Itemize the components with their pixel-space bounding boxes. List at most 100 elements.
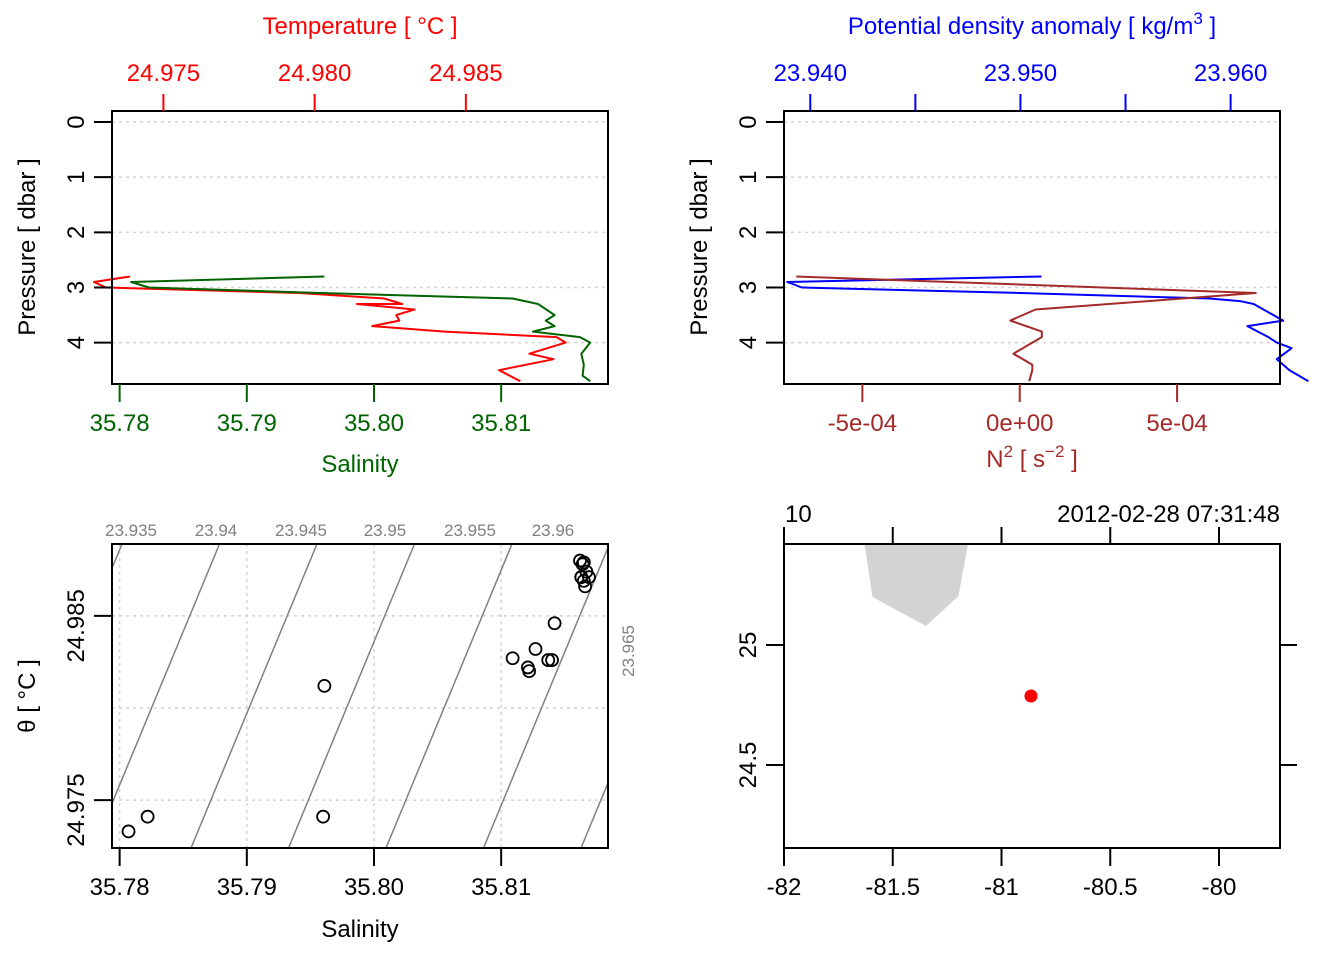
ts-point [121, 824, 136, 839]
x-tick-label: 35.78 [90, 874, 150, 901]
ts-point [578, 579, 593, 594]
pressure-gridlines [784, 121, 1280, 344]
plot-frame [783, 110, 1281, 385]
ts-points [121, 553, 596, 839]
y-tick-label: 24.985 [63, 589, 90, 662]
y-tick-label: 0 [735, 115, 762, 128]
pressure-ticks: 0 1 2 3 4 [63, 115, 112, 349]
profile-lines [92, 275, 592, 383]
station-datetime: 2012-02-28 07:31:48 [1057, 501, 1280, 528]
bottom-tick-label: 5e-04 [1146, 410, 1207, 437]
station-point [1024, 689, 1038, 703]
top-tick-label: 23.960 [1194, 60, 1267, 87]
y-tick-label: 24.975 [63, 773, 90, 846]
isopycnal-label: 23.945 [275, 521, 327, 540]
plot-frame [111, 110, 609, 385]
ts-point [140, 809, 155, 824]
x-tick-label: -80 [1202, 874, 1237, 901]
ts-point [575, 557, 590, 572]
pressure-axis-label: Pressure [ dbar ] [14, 158, 41, 335]
y-tick-label: 4 [63, 336, 90, 349]
isopycnal-labels: 23.935 23.94 23.945 23.95 23.955 23.96 23.965 [105, 521, 638, 677]
y-tick-label: 1 [735, 171, 762, 184]
y-tick-label: 1 [63, 171, 90, 184]
y-tick-label: 2 [63, 226, 90, 239]
isopycnal-label: 23.96 [532, 521, 575, 540]
profile-lines [786, 275, 1309, 383]
isopycnal-line [190, 544, 318, 848]
land-shape [864, 544, 968, 626]
y-tick-label: 0 [63, 115, 90, 128]
density-ticks: 23.940 23.950 23.960 [774, 60, 1267, 111]
ts-point [576, 573, 591, 588]
ts-point [541, 653, 556, 667]
longitude-ticks: -82 -81.5 -81 -80.5 -80 [767, 527, 1237, 901]
isopycnal-label: 23.955 [444, 521, 496, 540]
temperature-line [92, 275, 567, 383]
isopycnal-line [679, 544, 805, 848]
ts-point [545, 653, 559, 667]
n2-ticks: -5e-04 0e+00 5e-04 [828, 384, 1208, 437]
y-tick-label: 3 [735, 281, 762, 294]
ts-point [317, 678, 332, 693]
salinity-ticks: 35.78 35.79 35.80 35.81 [90, 384, 531, 437]
bottom-tick-label: 0e+00 [986, 410, 1053, 437]
ts-point [528, 642, 543, 656]
x-tick-label: -82 [767, 874, 802, 901]
density-axis-label: Potential density anomaly [ kg/m3 ] [848, 9, 1216, 40]
isopycnal-label: 23.965 [619, 625, 638, 677]
pressure-gridlines [112, 121, 608, 344]
isopycnal-label: 23.935 [105, 521, 157, 540]
top-tick-label: 24.985 [429, 60, 502, 87]
n2-axis-label: N2 [ s−2 ] [986, 442, 1078, 473]
salinity-axis-label: Salinity [321, 451, 398, 478]
panel-temperature-salinity-profile: 0 1 2 3 4 24.975 24.980 24.985 35.78 35.79 35.80… [14, 13, 609, 478]
ts-point [547, 616, 562, 631]
ts-point [522, 664, 537, 679]
x-tick-label: -80.5 [1083, 874, 1138, 901]
latitude-ticks: 25 24.5 [735, 632, 1297, 789]
plot-frame [111, 543, 609, 849]
isopycnal-line [580, 780, 608, 848]
isopycnal-line [385, 544, 513, 848]
salinity-line [130, 275, 592, 383]
top-tick-label: 24.975 [127, 60, 200, 87]
y-tick-label: 25 [735, 632, 762, 659]
x-tick-label: 35.79 [217, 874, 277, 901]
isopycnal-label: 23.94 [195, 521, 238, 540]
x-tick-label: -81 [984, 874, 1019, 901]
panel-ts-diagram: 23.935 23.94 23.945 23.95 23.955 23.9623.965 … [14, 521, 805, 943]
station-marker [1024, 689, 1038, 703]
top-tick-label: 23.950 [984, 60, 1057, 87]
station-label: 10 [785, 501, 812, 528]
isopycnal-label: 23.95 [364, 521, 407, 540]
ts-point [316, 809, 331, 824]
temperature-axis-label: Temperature [ °C ] [263, 13, 458, 40]
n2-line [796, 275, 1257, 382]
bottom-tick-label: -5e-04 [828, 410, 897, 437]
theta-axis-label: θ [ °C ] [14, 659, 41, 733]
bottom-tick-label: 35.78 [90, 410, 150, 437]
y-tick-label: 2 [735, 226, 762, 239]
pressure-ticks: 0 1 2 3 4 [735, 115, 784, 349]
salinity-axis-label: Salinity [321, 916, 398, 943]
isopycnal-line [112, 544, 221, 806]
ts-point [574, 570, 589, 585]
y-tick-label: 3 [63, 281, 90, 294]
ts-point [576, 555, 591, 570]
x-tick-label: 35.80 [344, 874, 404, 901]
isopycnal-line [482, 545, 608, 848]
y-tick-label: 4 [735, 336, 762, 349]
salinity-ticks: 35.78 35.79 35.80 35.81 [90, 848, 531, 901]
plot-frame [783, 543, 1281, 849]
isopycnal-lines [112, 544, 805, 848]
theta-ticks: 24.975 24.985 [63, 589, 112, 847]
top-tick-label: 23.940 [774, 60, 847, 87]
bottom-tick-label: 35.81 [471, 410, 531, 437]
density-line [786, 275, 1309, 383]
y-tick-label: 24.5 [735, 742, 762, 789]
bottom-tick-label: 35.80 [344, 410, 404, 437]
bottom-tick-label: 35.79 [217, 410, 277, 437]
panel-location-map: -82 -81.5 -81 -80.5 -80 25 24.5 10 2012-02-28… [735, 501, 1297, 901]
